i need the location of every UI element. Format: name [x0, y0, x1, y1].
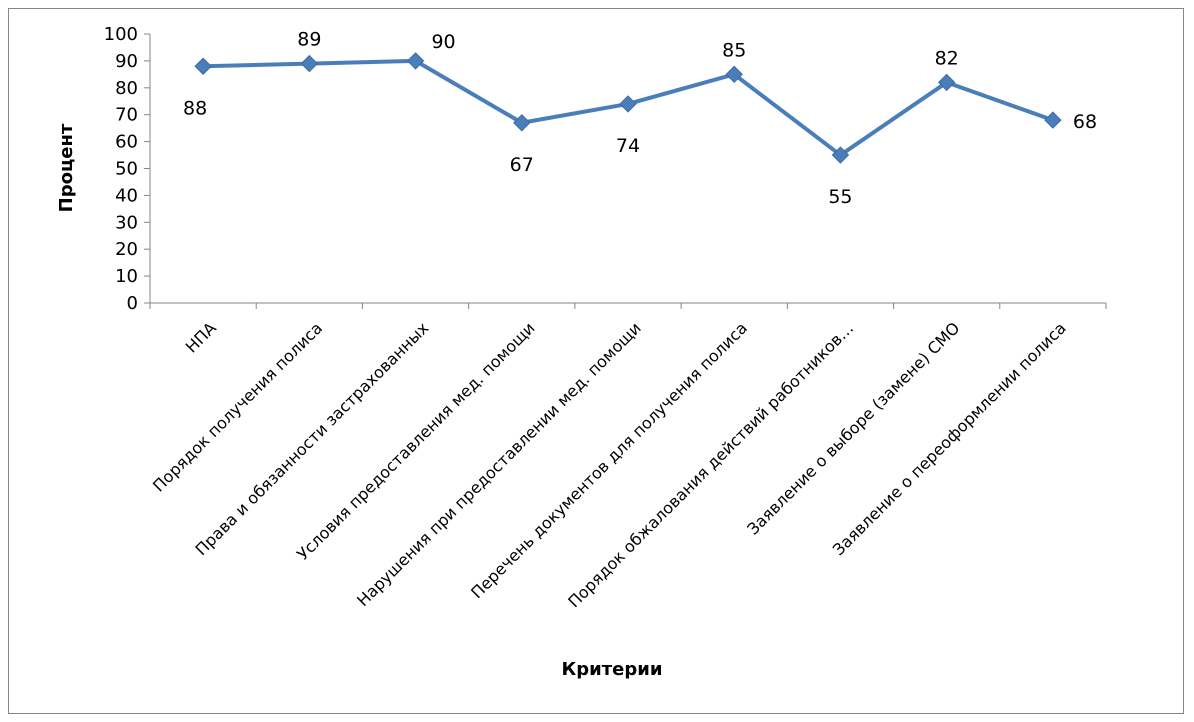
data-label: 88 — [183, 97, 207, 119]
y-tick-label: 100 — [104, 24, 138, 45]
x-tick-label: Заявление о переоформлении полиса — [829, 318, 1070, 559]
x-tick-label: Порядок получения полиса — [149, 318, 326, 495]
y-tick-label: 70 — [115, 105, 138, 126]
y-tick-label: 80 — [115, 78, 138, 99]
data-point-marker — [725, 65, 743, 84]
chart-area — [8, 8, 1184, 714]
data-label: 68 — [1073, 111, 1097, 133]
data-label: 85 — [722, 39, 746, 61]
data-label: 90 — [431, 31, 455, 53]
x-tick-label: Права и обязанности застрахованных — [192, 318, 433, 559]
x-tick-label: Заявление о выборе (замене) СМО — [743, 318, 963, 538]
data-point-marker — [937, 73, 956, 92]
data-point-marker — [831, 146, 850, 164]
data-label: 74 — [616, 135, 640, 157]
data-label: 67 — [510, 154, 534, 176]
y-tick-label: 50 — [115, 159, 138, 180]
y-tick-label: 60 — [115, 132, 138, 153]
y-tick-label: 90 — [115, 51, 138, 72]
data-point-marker — [194, 57, 212, 75]
y-tick-label: 40 — [115, 185, 138, 206]
data-point-marker — [513, 114, 531, 132]
data-label: 55 — [828, 186, 852, 208]
data-point-marker — [406, 52, 425, 70]
y-tick-label: 20 — [115, 239, 138, 260]
x-axis-title: Критерии — [562, 659, 663, 680]
data-label: 89 — [297, 29, 321, 51]
x-tick-label: НПА — [182, 318, 220, 356]
y-tick-label: 30 — [115, 212, 138, 233]
y-tick-label: 10 — [115, 266, 138, 287]
data-point-marker — [300, 54, 319, 73]
data-label: 82 — [935, 47, 959, 69]
y-tick-label: 0 — [127, 293, 138, 314]
data-point-marker — [1044, 111, 1062, 129]
data-point-marker — [619, 95, 637, 113]
y-axis-title: Процент — [56, 123, 77, 212]
x-tick-label: Условия предоставления мед. помощи — [293, 318, 538, 563]
